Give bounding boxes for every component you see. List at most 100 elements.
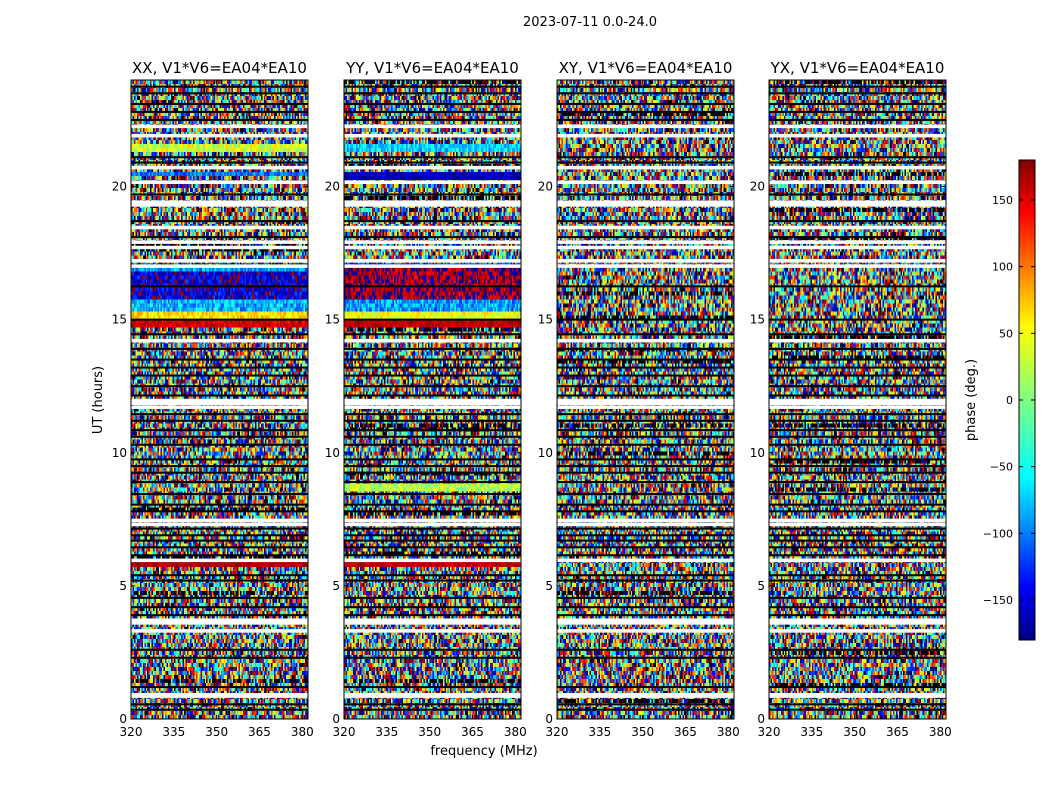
y-tick-label: 10 (750, 446, 765, 460)
black-row (344, 92, 521, 95)
colorbar-tick-label: 50 (999, 327, 1013, 340)
black-row (557, 527, 734, 530)
black-row (131, 429, 308, 432)
black-row (131, 656, 308, 659)
flagged-row (769, 518, 946, 523)
black-row (557, 156, 734, 159)
black-row (131, 554, 308, 557)
x-tick-label: 350 (418, 725, 441, 739)
black-row (344, 285, 521, 288)
flagged-row (557, 165, 734, 170)
flagged-row (131, 200, 308, 204)
flagged-row (557, 240, 734, 244)
black-row (131, 413, 308, 416)
black-row (557, 481, 734, 484)
y-tick-label: 5 (119, 579, 127, 593)
x-tick-label: 335 (800, 725, 823, 739)
black-row (769, 413, 946, 416)
black-row (557, 503, 734, 506)
flagged-row (131, 405, 308, 409)
black-row (769, 510, 946, 513)
flagged-row (769, 259, 946, 263)
black-row (344, 161, 521, 164)
flagged-row (344, 264, 521, 268)
flagged-row (769, 225, 946, 230)
black-row (769, 527, 946, 530)
black-row (557, 708, 734, 711)
black-row (344, 596, 521, 599)
x-tick-label: 320 (333, 725, 356, 739)
black-row (344, 333, 521, 336)
flagged-row (769, 240, 946, 244)
flagged-row (769, 618, 946, 622)
black-row (557, 606, 734, 609)
black-row (769, 435, 946, 438)
y-tick-label: 10 (538, 446, 553, 460)
flagged-row (344, 203, 521, 207)
black-row (131, 493, 308, 496)
flagged-row (557, 522, 734, 527)
figure-suptitle: 2023-07-11 0.0-24.0 (523, 15, 657, 30)
black-row (769, 193, 946, 196)
black-row (769, 465, 946, 468)
panel-title: YY, V1*V6=EA04*EA10 (345, 59, 519, 77)
black-row (557, 92, 734, 95)
flagged-row (769, 405, 946, 409)
black-row (557, 703, 734, 706)
y-tick-label: 10 (112, 446, 127, 460)
black-row (131, 471, 308, 474)
x-tick-label: 320 (758, 725, 781, 739)
panel-yx: YX, V1*V6=EA04*EA10 320 335 350 365 380 0 5 10 15… (750, 59, 952, 739)
black-row (769, 579, 946, 582)
black-row (131, 156, 308, 159)
black-row (344, 465, 521, 468)
black-row (131, 358, 308, 361)
flagged-row (557, 180, 734, 185)
black-row (131, 318, 308, 321)
black-row (344, 347, 521, 350)
flagged-row (557, 225, 734, 230)
black-row (344, 703, 521, 706)
x-tick-label: 350 (205, 725, 228, 739)
black-row (557, 110, 734, 113)
black-row (557, 347, 734, 350)
black-row (769, 471, 946, 474)
y-tick-label: 20 (325, 180, 340, 194)
flagged-row (344, 124, 521, 129)
flagged-row (769, 629, 946, 633)
panel-title: XY, V1*V6=EA04*EA10 (559, 59, 733, 77)
y-tick-label: 5 (757, 579, 765, 593)
black-row (131, 374, 308, 377)
flagged-row (769, 621, 946, 625)
black-row (557, 471, 734, 474)
black-row (769, 429, 946, 432)
black-row (769, 443, 946, 446)
colorbar: 150 100 50 0 −50 −100 −150 phase (deg.) (964, 159, 1036, 641)
black-row (131, 394, 308, 397)
black-row (344, 574, 521, 577)
black-row (131, 574, 308, 577)
flagged-row (557, 245, 734, 250)
black-row (131, 435, 308, 438)
black-row (131, 419, 308, 422)
flagged-row (557, 621, 734, 625)
black-row (131, 161, 308, 164)
flagged-row (769, 180, 946, 185)
panel-frame (768, 79, 947, 720)
flagged-row (769, 165, 946, 170)
black-row (557, 413, 734, 416)
colorbar-tick-label: −100 (983, 527, 1013, 540)
black-row (344, 102, 521, 105)
flagged-row (344, 693, 521, 697)
black-row (131, 102, 308, 105)
flagged-row (344, 522, 521, 527)
flagged-row (344, 259, 521, 263)
black-row (769, 118, 946, 121)
flagged-row (131, 693, 308, 697)
black-row (131, 110, 308, 113)
flagged-row (344, 398, 521, 403)
flagged-row (131, 240, 308, 244)
flagged-row (344, 200, 521, 204)
black-row (769, 374, 946, 377)
panel-frame (556, 79, 735, 720)
